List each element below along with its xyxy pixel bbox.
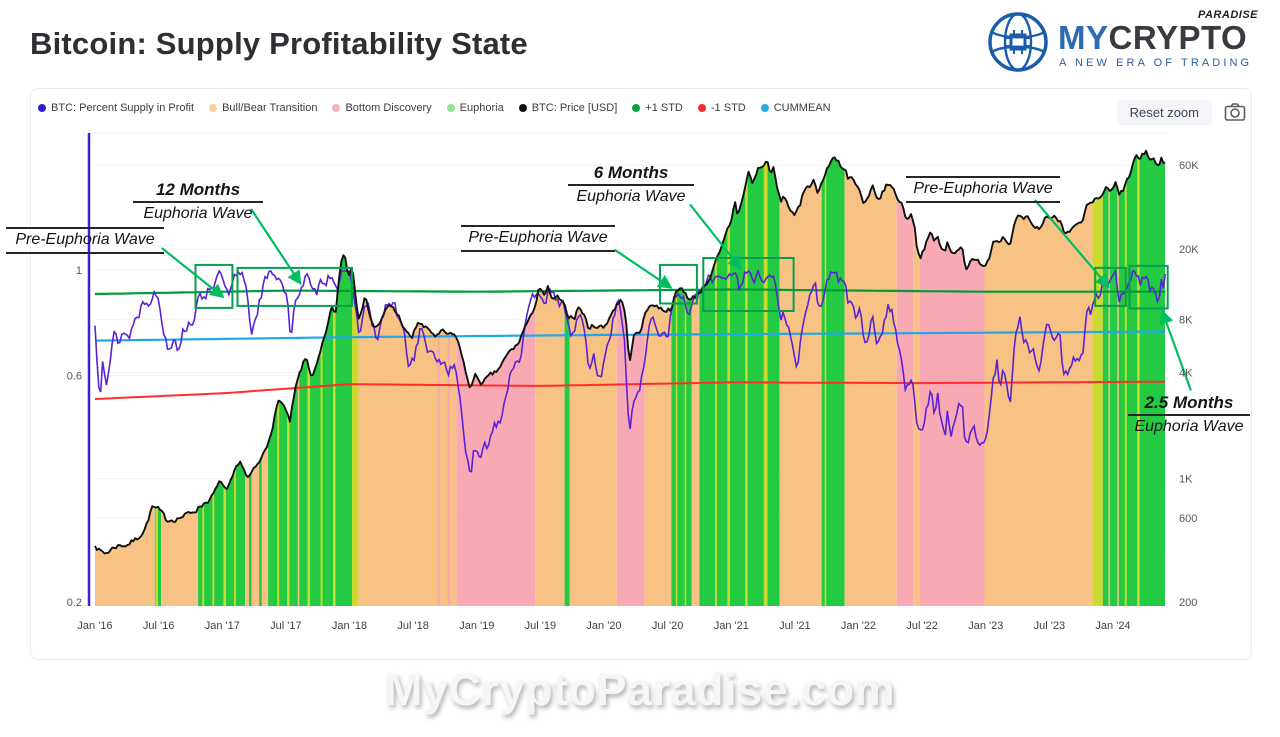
legend-dot-icon	[332, 104, 341, 112]
legend-item[interactable]: -1 STD	[697, 102, 746, 114]
legend-label: BTC: Price [USD]	[531, 102, 618, 114]
page-title: Bitcoin: Supply Profitability State	[30, 26, 528, 61]
legend-item[interactable]: Euphoria	[446, 102, 504, 114]
annotation-pre-euphoria-wave-2023: Pre-Euphoria Wave	[906, 176, 1060, 203]
legend-dot-icon	[697, 104, 706, 112]
legend-item[interactable]: BTC: Percent Supply in Profit	[38, 102, 194, 114]
logo-tagline: A NEW ERA OF TRADING	[1059, 57, 1253, 69]
legend-dot-icon	[760, 104, 769, 112]
legend-item[interactable]: +1 STD	[632, 102, 683, 114]
logo-badge: PARADISE	[1197, 9, 1258, 21]
legend-label: Bull/Bear Transition	[222, 102, 318, 114]
legend-label: Euphoria	[459, 102, 504, 114]
legend-item[interactable]: Bull/Bear Transition	[209, 102, 317, 114]
legend-label: +1 STD	[645, 102, 683, 114]
legend-label: CUMMEAN	[773, 102, 831, 114]
watermark: MyCryptoParadise.com	[384, 664, 896, 715]
legend-dot-icon	[446, 104, 455, 112]
camera-button[interactable]	[1224, 102, 1246, 125]
legend-dot-icon	[632, 104, 641, 112]
logo-brand: MYCRYPTO	[1058, 19, 1248, 56]
reset-zoom-button[interactable]: Reset zoom	[1116, 100, 1212, 125]
annotation-pre-euphoria-wave-2016: Pre-Euphoria Wave	[6, 227, 164, 254]
logo-text: PARADISE MYCRYPTO A NEW ERA OF TRADING	[1058, 8, 1258, 74]
annotation-2-5-months-euphoria-wave: 2.5 Months Euphoria Wave	[1128, 393, 1250, 436]
legend-label: BTC: Percent Supply in Profit	[51, 102, 195, 114]
legend-dot-icon	[38, 104, 46, 112]
globe-circuit-icon	[986, 10, 1050, 79]
legend-label: -1 STD	[710, 102, 746, 114]
camera-icon	[1224, 103, 1246, 125]
legend-item[interactable]: CUMMEAN	[760, 102, 831, 114]
chart-legend: BTC: Percent Supply in Profit Bull/Bear T…	[38, 102, 831, 114]
legend-dot-icon	[209, 104, 218, 112]
annotation-pre-euphoria-wave-2020: Pre-Euphoria Wave	[461, 225, 615, 252]
legend-label: Bottom Discovery	[345, 102, 432, 114]
legend-dot-icon	[518, 104, 527, 112]
annotation-6-months-euphoria-wave: 6 Months Euphoria Wave	[568, 163, 694, 206]
mycrypto-paradise-logo: PARADISE MYCRYPTO A NEW ERA OF TRADING	[986, 8, 1258, 74]
legend-item[interactable]: Bottom Discovery	[332, 102, 432, 114]
legend-item[interactable]: BTC: Price [USD]	[518, 102, 618, 114]
annotation-12-months-euphoria-wave: 12 Months Euphoria Wave	[133, 180, 263, 223]
